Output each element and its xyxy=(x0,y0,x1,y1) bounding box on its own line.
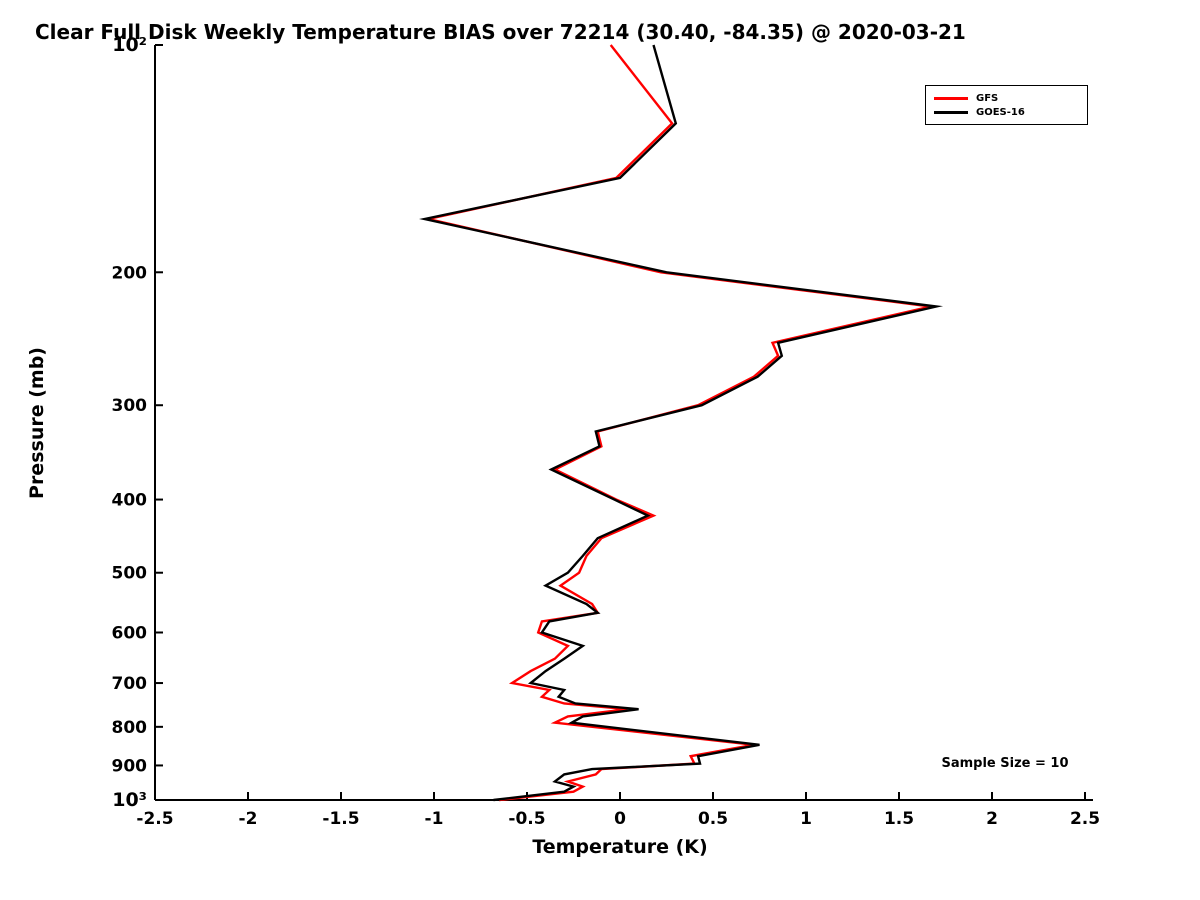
gfs-line-swatch xyxy=(934,96,968,100)
y-axis-label: Pressure (mb) xyxy=(26,347,48,499)
legend-label-gfs: GFS xyxy=(976,92,999,104)
y-tick-label: 10² xyxy=(112,34,147,56)
y-tick-label: 500 xyxy=(112,564,148,584)
y-tick-label: 700 xyxy=(112,674,148,694)
x-tick-label: 2 xyxy=(986,809,998,829)
x-tick-label: -2 xyxy=(239,809,258,829)
legend-item-gfs: GFS xyxy=(934,91,1079,105)
goes16-line-swatch xyxy=(934,110,968,114)
legend-label-goes16: GOES-16 xyxy=(976,106,1025,118)
series-line-goes-16 xyxy=(419,44,944,802)
x-tick-label: 1.5 xyxy=(884,809,914,829)
sample-size-annotation: Sample Size = 10 xyxy=(941,756,1069,771)
y-tick-label: 300 xyxy=(112,396,148,416)
legend: GFS GOES-16 xyxy=(925,85,1088,125)
y-tick-label: 10³ xyxy=(112,789,147,811)
y-tick-label: 900 xyxy=(112,756,148,776)
x-tick-label: -0.5 xyxy=(508,809,545,829)
x-tick-label: 1 xyxy=(800,809,812,829)
y-tick-label: 600 xyxy=(112,624,148,644)
y-tick-label: 800 xyxy=(112,718,148,738)
x-tick-label: -2.5 xyxy=(136,809,173,829)
chart-title: Clear Full Disk Weekly Temperature BIAS … xyxy=(35,20,966,44)
y-tick-label: 400 xyxy=(112,491,148,511)
x-tick-label: 0.5 xyxy=(698,809,728,829)
series-line-gfs xyxy=(422,44,938,802)
x-tick-label: -1 xyxy=(425,809,444,829)
y-tick-label: 200 xyxy=(112,263,148,283)
x-tick-label: -1.5 xyxy=(322,809,359,829)
x-axis-label: Temperature (K) xyxy=(532,836,708,858)
x-tick-label: 2.5 xyxy=(1070,809,1100,829)
x-tick-label: 0 xyxy=(614,809,626,829)
legend-item-goes16: GOES-16 xyxy=(934,105,1079,119)
